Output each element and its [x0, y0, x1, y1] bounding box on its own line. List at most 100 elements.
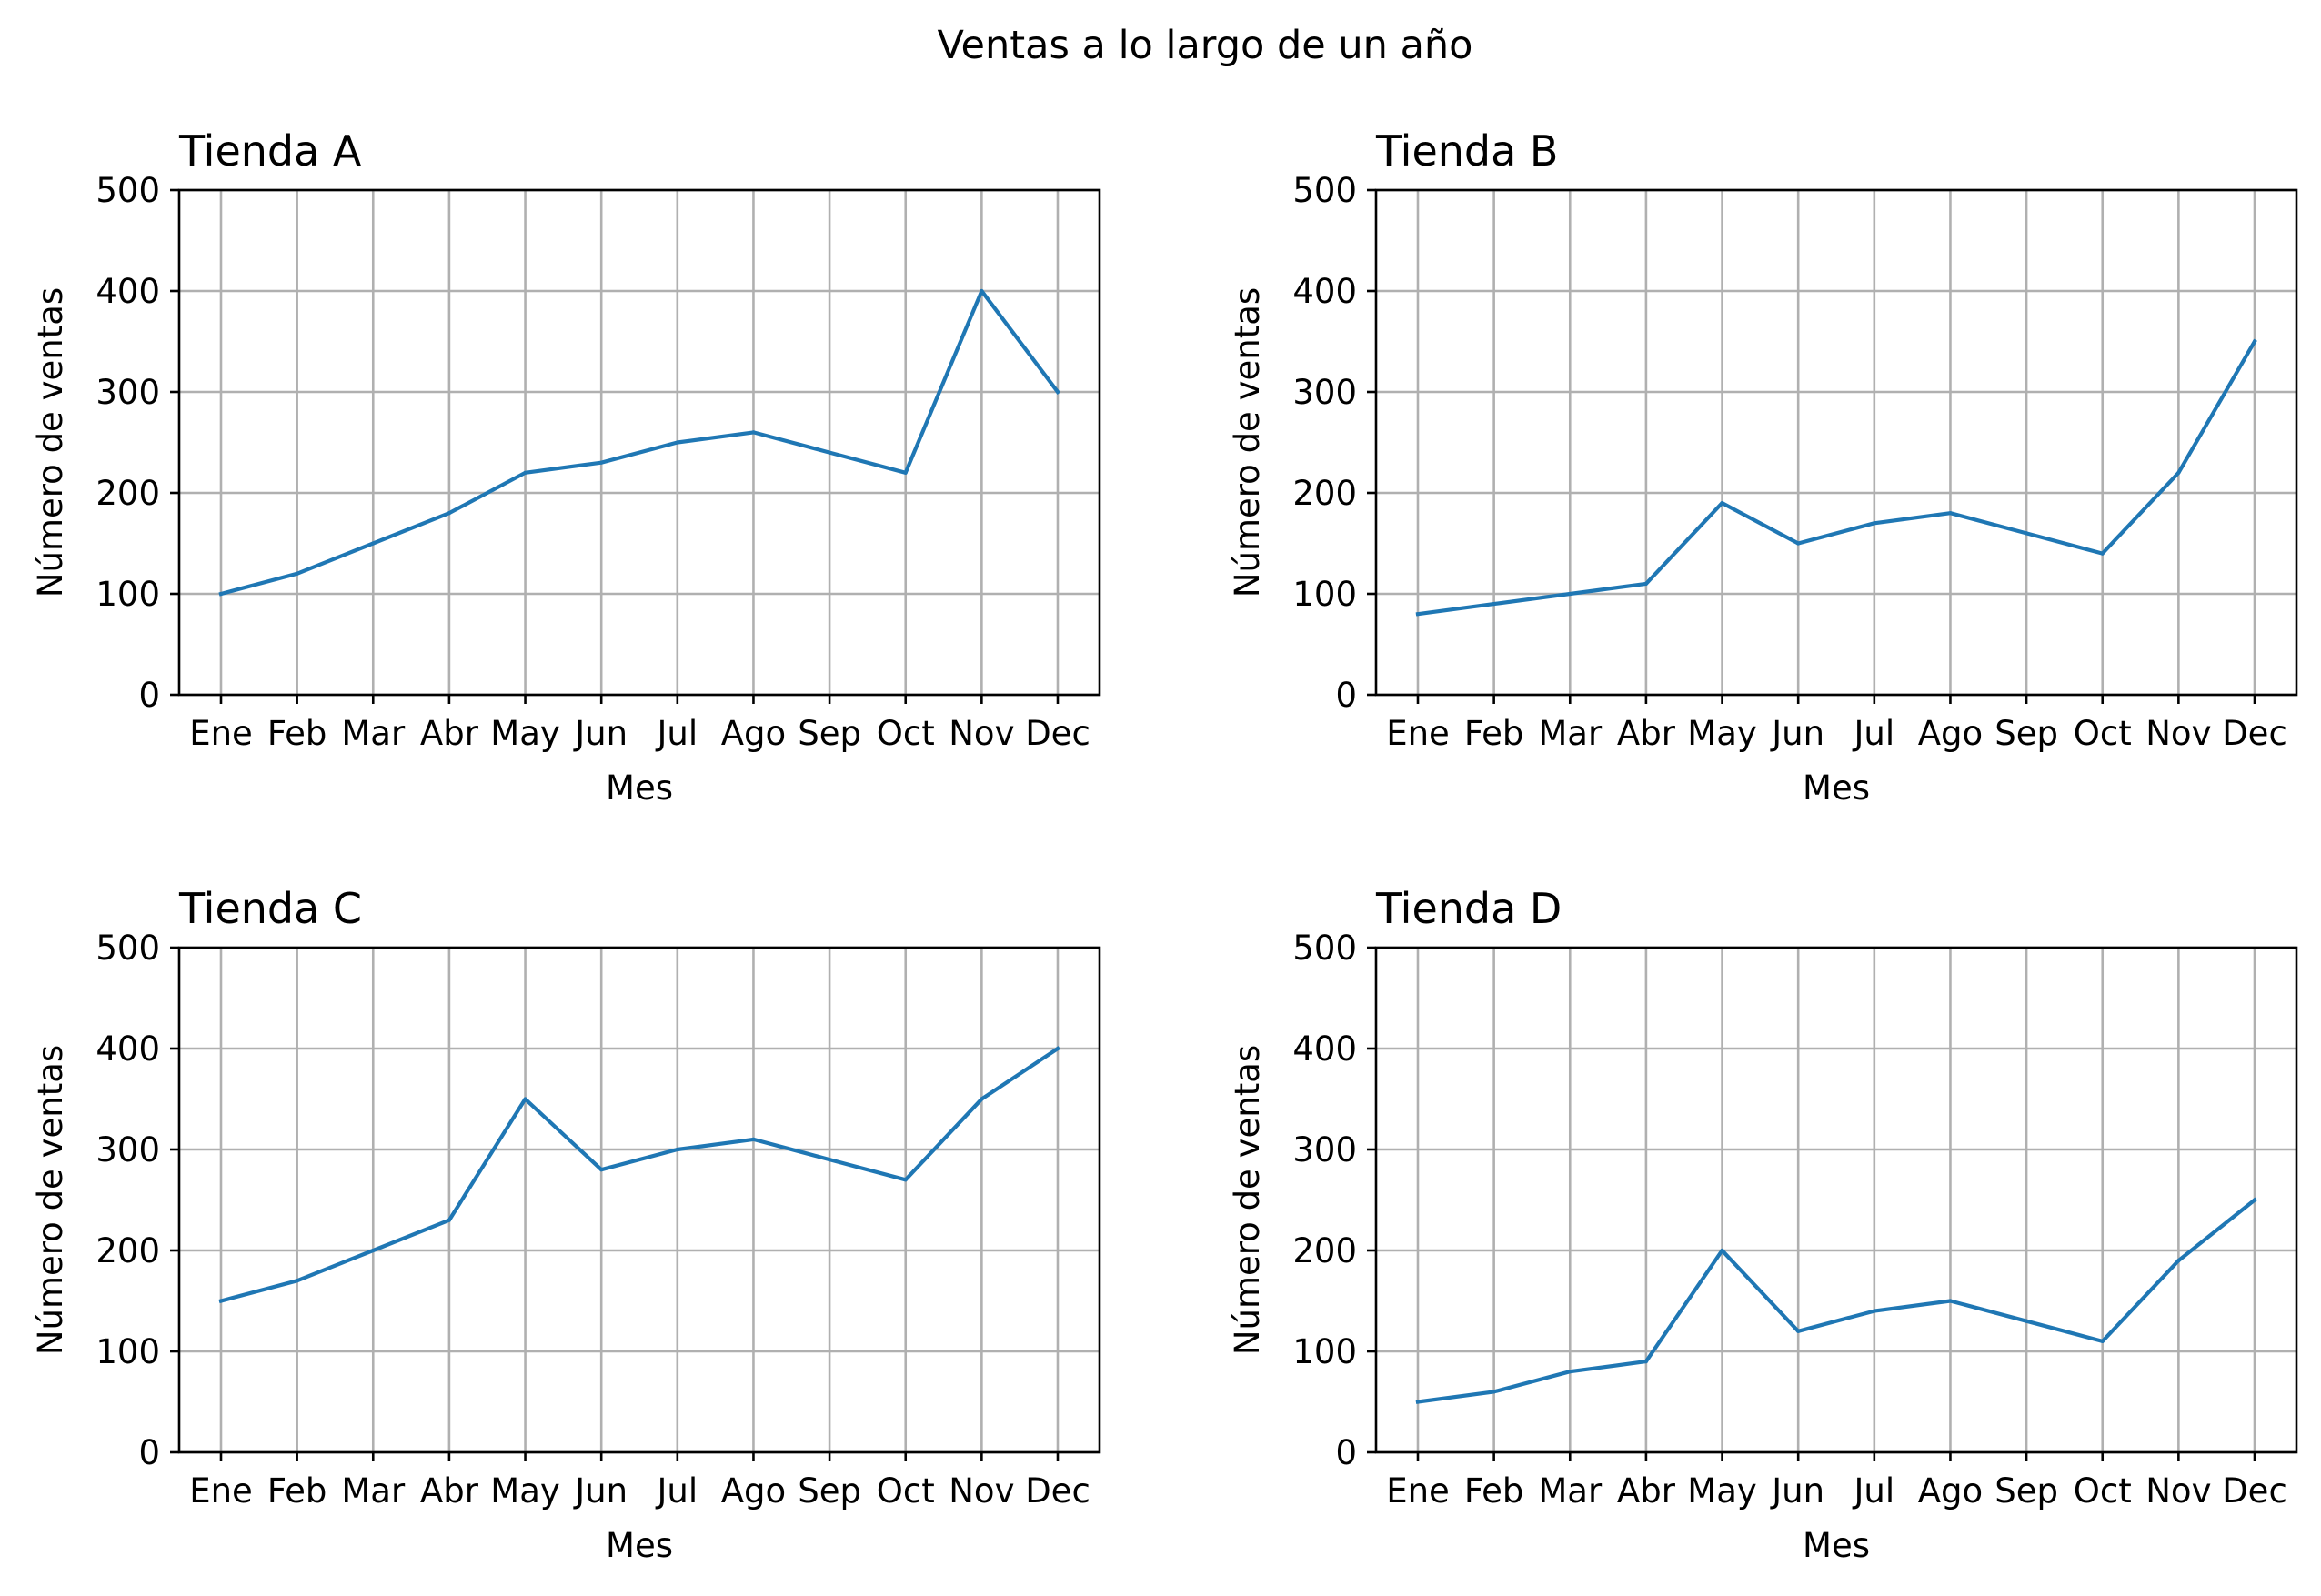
x-tick-label: Ene	[189, 1471, 253, 1511]
x-tick-label: Nov	[2145, 714, 2211, 753]
y-axis-label: Número de ventas	[1228, 287, 1267, 597]
x-tick-label: May	[490, 1471, 560, 1511]
data-point	[1055, 1046, 1060, 1051]
data-point	[1872, 521, 1876, 526]
y-tick-label: 100	[95, 575, 160, 614]
y-tick-label: 200	[95, 1231, 160, 1270]
x-tick-label: Jul	[655, 714, 698, 753]
x-tick-label: Mar	[341, 714, 406, 753]
x-axis-label: Mes	[1803, 768, 1870, 808]
x-tick-label: Nov	[2145, 1471, 2211, 1511]
x-tick-label: Mar	[1538, 714, 1603, 753]
x-tick-label: Feb	[1464, 714, 1524, 753]
x-tick-label: Feb	[267, 1471, 327, 1511]
x-tick-label: Nov	[949, 1471, 1014, 1511]
x-tick-label: Jun	[573, 1471, 628, 1511]
y-axis-label: Número de ventas	[31, 1045, 70, 1355]
data-point	[447, 1218, 452, 1222]
y-tick-label: 400	[95, 272, 160, 311]
x-axis-label: Mes	[1803, 1526, 1870, 1565]
x-tick-label: May	[1687, 1471, 1757, 1511]
x-tick-label: Ene	[1386, 1471, 1450, 1511]
y-tick-label: 500	[1292, 171, 1357, 210]
x-tick-label: Dec	[1025, 714, 1090, 753]
x-axis: Ene Feb Mar Abr May Jun Jul Ago Sep Oct Nov Dec	[189, 695, 1090, 753]
x-tick-label: Oct	[2074, 1471, 2132, 1511]
data-point	[523, 470, 528, 475]
y-axis: 0 100 200 300 400 500	[95, 171, 179, 715]
x-tick-label: Jun	[1770, 1471, 1824, 1511]
data-points	[1415, 1198, 2257, 1404]
y-tick-label: 100	[95, 1332, 160, 1371]
x-tick-label: Abr	[420, 1471, 479, 1511]
subplot-4: Ene Feb Mar Abr May Jun Jul Ago Sep Oct Nov Dec 0 100…	[1228, 884, 2298, 1565]
x-tick-label: Abr	[1617, 714, 1676, 753]
data-point	[599, 460, 604, 465]
data-point	[751, 430, 756, 435]
x-tick-label: Sep	[1994, 714, 2058, 753]
y-tick-label: 200	[95, 474, 160, 513]
data-point	[2100, 1339, 2105, 1343]
y-tick-label: 0	[138, 676, 160, 715]
data-point	[675, 440, 679, 445]
x-tick-label: Jun	[1770, 714, 1824, 753]
data-point	[1643, 1360, 1649, 1364]
figure-title: Ventas a lo largo de un año	[937, 23, 1472, 68]
x-axis: Ene Feb Mar Abr May Jun Jul Ago Sep Oct Nov Dec	[189, 1452, 1090, 1511]
x-axis: Ene Feb Mar Abr May Jun Jul Ago Sep Oct Nov Dec	[1386, 1452, 2287, 1511]
data-point	[1415, 612, 1421, 617]
x-tick-label: May	[1687, 714, 1757, 753]
x-tick-label: Dec	[1025, 1471, 1090, 1511]
x-tick-label: Jul	[655, 1471, 698, 1511]
data-point	[1415, 1400, 1421, 1404]
data-point	[1948, 1299, 1953, 1303]
y-tick-label: 300	[1292, 1130, 1357, 1169]
data-point	[1948, 511, 1953, 516]
x-tick-label: Mar	[1538, 1471, 1603, 1511]
y-tick-label: 300	[95, 373, 160, 412]
subplot-2: Ene Feb Mar Abr May Jun Jul Ago Sep Oct Nov Dec 0 100…	[1228, 126, 2298, 808]
data-point	[1055, 389, 1060, 395]
x-tick-label: Sep	[1994, 1471, 2058, 1511]
data-point	[827, 1158, 832, 1162]
data-point	[903, 1178, 908, 1182]
data-point	[1492, 1390, 1496, 1394]
x-tick-label: Oct	[877, 714, 935, 753]
axes-frame	[1374, 188, 2298, 697]
data-point	[599, 1168, 604, 1172]
data-point	[1720, 1248, 1724, 1253]
axes-frame	[177, 188, 1101, 697]
subplot-title: Tienda A	[178, 126, 362, 176]
data-point	[1568, 1370, 1572, 1374]
y-tick-label: 0	[1335, 676, 1357, 715]
y-tick-label: 400	[95, 1029, 160, 1069]
data-point	[2176, 470, 2181, 475]
x-tick-label: Jul	[1852, 714, 1894, 753]
y-tick-label: 100	[1292, 1332, 1357, 1371]
grid	[179, 946, 1100, 1454]
data-point	[903, 470, 908, 475]
data-point	[675, 1147, 679, 1152]
x-tick-label: Feb	[1464, 1471, 1524, 1511]
data-point	[218, 591, 224, 597]
data-point	[1796, 1329, 1801, 1333]
x-tick-label: Ago	[1918, 714, 1983, 753]
x-tick-label: Mar	[341, 1471, 406, 1511]
data-point	[980, 288, 984, 294]
data-points	[218, 288, 1060, 597]
data-point	[371, 1248, 376, 1253]
y-tick-label: 500	[95, 928, 160, 968]
data-point	[218, 1299, 224, 1303]
x-tick-label: Ago	[1918, 1471, 1983, 1511]
y-tick-label: 500	[95, 171, 160, 210]
y-tick-label: 400	[1292, 1029, 1357, 1069]
data-points	[1415, 339, 2257, 617]
subplot-grid: Ene Feb Mar Abr May Jun Jul Ago Sep Oct Nov Dec 0 100…	[31, 126, 2298, 1565]
data-points	[218, 1046, 1060, 1303]
x-axis-label: Mes	[606, 768, 673, 808]
y-axis-label: Número de ventas	[31, 287, 70, 597]
x-tick-label: Abr	[420, 714, 479, 753]
x-tick-label: Ene	[1386, 714, 1450, 753]
series-line	[218, 1046, 1060, 1304]
